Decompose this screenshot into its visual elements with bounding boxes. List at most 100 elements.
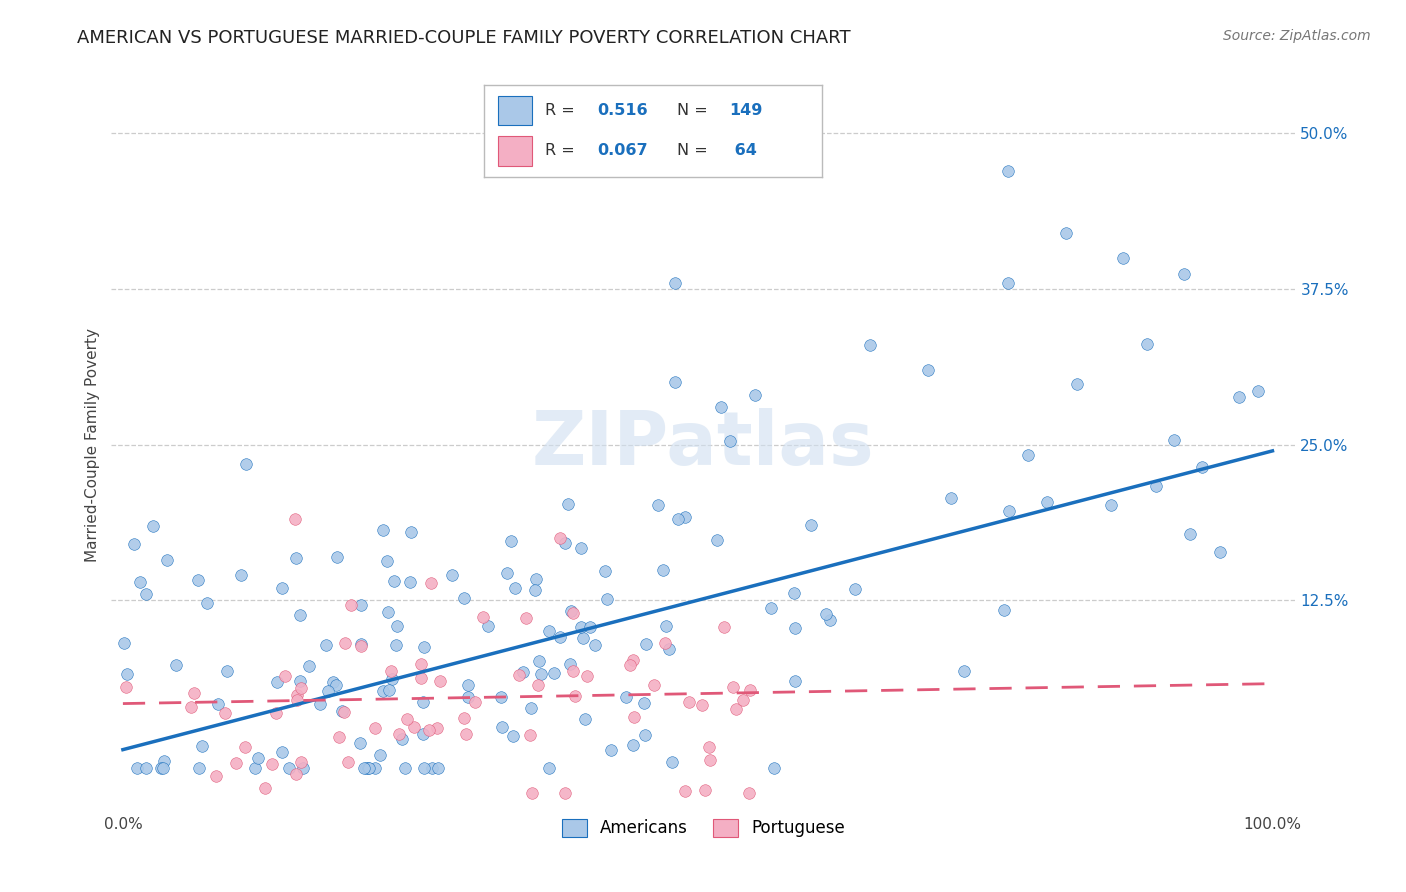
Point bbox=[713, 620, 735, 634]
Point bbox=[654, 635, 676, 649]
Point bbox=[453, 711, 475, 725]
Point bbox=[634, 728, 657, 742]
Point bbox=[165, 657, 187, 672]
Point bbox=[673, 510, 696, 524]
Point bbox=[721, 680, 744, 694]
Point bbox=[633, 696, 655, 710]
Point bbox=[783, 585, 806, 599]
Point bbox=[290, 681, 312, 696]
Point bbox=[614, 690, 637, 704]
Point bbox=[290, 607, 312, 622]
Point bbox=[697, 739, 720, 754]
Point bbox=[377, 605, 399, 619]
Text: AMERICAN VS PORTUGUESE MARRIED-COUPLE FAMILY POVERTY CORRELATION CHART: AMERICAN VS PORTUGUESE MARRIED-COUPLE FA… bbox=[77, 29, 851, 46]
Point bbox=[690, 698, 713, 712]
Point bbox=[664, 276, 686, 290]
Point bbox=[1144, 479, 1167, 493]
Point bbox=[214, 706, 236, 720]
Point bbox=[413, 640, 436, 655]
Point bbox=[270, 745, 292, 759]
Point bbox=[496, 566, 519, 581]
Point bbox=[427, 761, 450, 775]
Point bbox=[284, 551, 307, 566]
Point bbox=[502, 729, 524, 743]
Point bbox=[350, 640, 373, 654]
Point bbox=[364, 761, 387, 775]
Point bbox=[997, 163, 1019, 178]
Point bbox=[233, 739, 256, 754]
Point bbox=[1136, 337, 1159, 351]
Point bbox=[350, 598, 373, 612]
Point bbox=[381, 673, 404, 687]
Point bbox=[253, 780, 276, 795]
Point bbox=[114, 680, 136, 694]
Point bbox=[441, 568, 464, 582]
Point bbox=[593, 564, 616, 578]
Point bbox=[658, 641, 681, 656]
Point bbox=[464, 695, 486, 709]
Point bbox=[457, 678, 479, 692]
Point bbox=[1054, 226, 1077, 240]
Point bbox=[998, 504, 1021, 518]
Point bbox=[576, 668, 599, 682]
Point bbox=[453, 591, 475, 606]
Point bbox=[277, 761, 299, 775]
Point bbox=[941, 491, 963, 505]
Point bbox=[112, 636, 135, 650]
Point bbox=[621, 652, 644, 666]
Point bbox=[385, 639, 408, 653]
Point bbox=[399, 575, 422, 590]
Point bbox=[260, 756, 283, 771]
Point bbox=[152, 761, 174, 775]
Point bbox=[454, 727, 477, 741]
Point bbox=[349, 735, 371, 749]
Point bbox=[562, 664, 585, 678]
Point bbox=[619, 658, 641, 673]
Point bbox=[391, 732, 413, 747]
Point bbox=[153, 754, 176, 768]
Point bbox=[129, 574, 152, 589]
Point bbox=[557, 497, 579, 511]
Point bbox=[706, 533, 728, 547]
Point bbox=[537, 761, 560, 775]
Point bbox=[1036, 494, 1059, 508]
Point bbox=[710, 401, 733, 415]
Point bbox=[420, 575, 443, 590]
Point bbox=[800, 517, 823, 532]
Point bbox=[197, 596, 219, 610]
Legend: Americans, Portuguese: Americans, Portuguese bbox=[555, 812, 852, 844]
Point bbox=[429, 674, 451, 689]
Point bbox=[499, 533, 522, 548]
Point bbox=[328, 731, 350, 745]
Point bbox=[1173, 268, 1195, 282]
Point bbox=[322, 675, 344, 690]
Point bbox=[678, 695, 700, 709]
Text: Source: ZipAtlas.com: Source: ZipAtlas.com bbox=[1223, 29, 1371, 43]
Point bbox=[538, 624, 561, 638]
Point bbox=[1017, 448, 1039, 462]
Point bbox=[337, 756, 360, 770]
Point bbox=[621, 738, 644, 752]
Point bbox=[127, 761, 149, 775]
Point bbox=[245, 761, 267, 775]
Point bbox=[264, 706, 287, 720]
Point bbox=[142, 518, 165, 533]
Point bbox=[290, 674, 312, 689]
Point bbox=[738, 682, 761, 697]
Point bbox=[543, 665, 565, 680]
Point bbox=[370, 747, 392, 762]
Point bbox=[335, 636, 357, 650]
Point bbox=[548, 630, 571, 644]
Point bbox=[225, 756, 247, 770]
Point bbox=[316, 684, 339, 698]
Point bbox=[569, 541, 592, 556]
Point bbox=[156, 553, 179, 567]
Point bbox=[724, 702, 747, 716]
Point bbox=[583, 638, 606, 652]
Point bbox=[354, 761, 377, 775]
Point bbox=[512, 665, 534, 679]
Point bbox=[520, 786, 543, 800]
Point bbox=[859, 338, 882, 352]
Point bbox=[666, 512, 689, 526]
Point bbox=[135, 761, 157, 775]
